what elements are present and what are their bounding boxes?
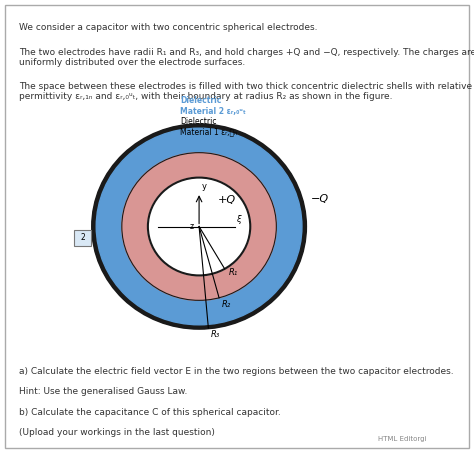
Text: R₂: R₂ (221, 300, 231, 309)
Text: 2: 2 (81, 233, 85, 242)
Text: The two electrodes have radii R₁ and R₃, and hold charges +Q and −Q, respectivel: The two electrodes have radii R₁ and R₃,… (19, 48, 474, 67)
Text: +Q: +Q (218, 195, 236, 205)
Text: R₁: R₁ (228, 268, 238, 277)
Text: y: y (201, 182, 207, 191)
Circle shape (148, 178, 250, 275)
Text: a) Calculate the electric field vector E in the two regions between the two capa: a) Calculate the electric field vector E… (19, 367, 454, 376)
Text: −Q: −Q (310, 194, 328, 204)
Text: R₃: R₃ (211, 330, 220, 339)
Text: z: z (189, 222, 193, 231)
Text: (Upload your workings in the last question): (Upload your workings in the last questi… (19, 428, 215, 437)
Text: The space between these electrodes is filled with two thick concentric dielectri: The space between these electrodes is fi… (19, 82, 472, 101)
FancyBboxPatch shape (5, 5, 469, 448)
Circle shape (92, 125, 306, 328)
Text: We consider a capacitor with two concentric spherical electrodes.: We consider a capacitor with two concent… (19, 23, 318, 32)
Circle shape (96, 128, 302, 325)
Text: HTML Editorgi: HTML Editorgi (378, 436, 427, 442)
Text: Dielectric
Material 1 εᵣ,⁩ₙ: Dielectric Material 1 εᵣ,⁩ₙ (180, 117, 237, 137)
Text: ξ: ξ (236, 215, 241, 224)
Circle shape (122, 153, 276, 300)
FancyBboxPatch shape (74, 230, 91, 246)
Text: Dielectric
Material 2 εᵣ,₀ᵘₜ: Dielectric Material 2 εᵣ,₀ᵘₜ (180, 96, 246, 116)
Text: Hint: Use the generalised Gauss Law.: Hint: Use the generalised Gauss Law. (19, 387, 187, 396)
Text: b) Calculate the capacitance C of this spherical capacitor.: b) Calculate the capacitance C of this s… (19, 408, 281, 417)
